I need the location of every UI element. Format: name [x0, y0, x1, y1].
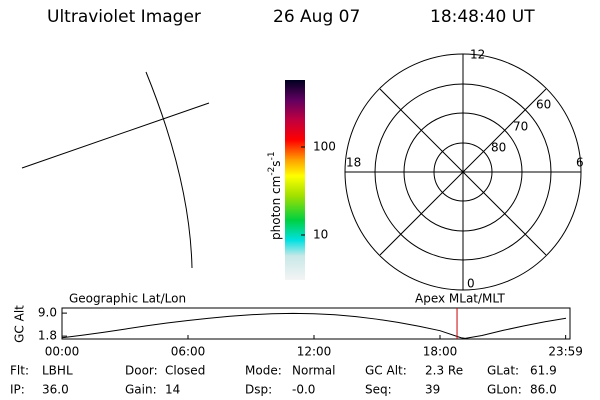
field-label: Door: — [125, 364, 158, 378]
y-axis-label: GC Alt — [13, 305, 27, 343]
x-tick-label: 00:00 — [45, 345, 80, 359]
unit-text: photon cm — [269, 176, 283, 240]
left-label: Geographic Lat/Lon — [69, 292, 186, 306]
plot-frame — [61, 307, 571, 340]
mlt-label: 6 — [576, 156, 584, 170]
x-tick-label: 06:00 — [171, 345, 206, 359]
field-value: 14 — [165, 383, 180, 397]
field-value: 39 — [425, 383, 440, 397]
status-footer: Flt: LBHL Door: Closed Mode: Normal GC Alt: 2.3… — [10, 364, 557, 397]
colorbar — [285, 80, 305, 280]
mlt-label: 12 — [470, 48, 485, 62]
x-tick-label: 18:00 — [423, 345, 458, 359]
field-label: Gain: — [125, 383, 157, 397]
polar-grid — [344, 53, 582, 291]
colorbar-label: photon cm-2s-1 — [267, 151, 283, 240]
altitude-line — [61, 312, 567, 339]
mlat-label: 60 — [536, 98, 551, 112]
y-tick-label: 9.0 — [38, 306, 57, 320]
time: 18:48:40 UT — [430, 7, 535, 27]
date: 26 Aug 07 — [273, 7, 360, 27]
colorbar-tick-label: 10 — [313, 228, 328, 242]
lon-line — [145, 71, 193, 269]
field-label: Dsp: — [245, 383, 272, 397]
field-value: LBHL — [42, 364, 73, 378]
lat-line — [21, 102, 210, 169]
unit-exponent: -1 — [267, 151, 277, 160]
field-label: Flt: — [10, 364, 29, 378]
field-label: IP: — [10, 383, 25, 397]
field-label: GLon: — [487, 383, 522, 397]
field-value: 61.9 — [530, 364, 557, 378]
field-label: Mode: — [245, 364, 282, 378]
y-tick-label: 1.8 — [38, 329, 57, 343]
colorbar-tick-label: 100 — [313, 140, 336, 154]
field-label: GLat: — [487, 364, 519, 378]
field-value: 2.3 Re — [425, 364, 463, 378]
x-tick-label: 12:00 — [297, 345, 332, 359]
x-tick-label: 23:59 — [548, 345, 583, 359]
field-value: 36.0 — [42, 383, 69, 397]
unit-text: s — [269, 160, 283, 166]
right-label: Apex MLat/MLT — [415, 292, 505, 306]
field-value: Normal — [292, 364, 335, 378]
mlat-label: 70 — [513, 120, 528, 134]
mlt-label: 18 — [346, 156, 361, 170]
instrument-title: Ultraviolet Imager — [47, 7, 201, 27]
field-value: 86.0 — [530, 383, 557, 397]
mlt-label: 0 — [467, 277, 475, 291]
unit-exponent: -2 — [267, 167, 277, 176]
field-label: GC Alt: — [365, 364, 407, 378]
field-value: -0.0 — [292, 383, 315, 397]
field-label: Seq: — [365, 383, 392, 397]
field-value: Closed — [165, 364, 205, 378]
mlat-label: 80 — [491, 141, 506, 155]
